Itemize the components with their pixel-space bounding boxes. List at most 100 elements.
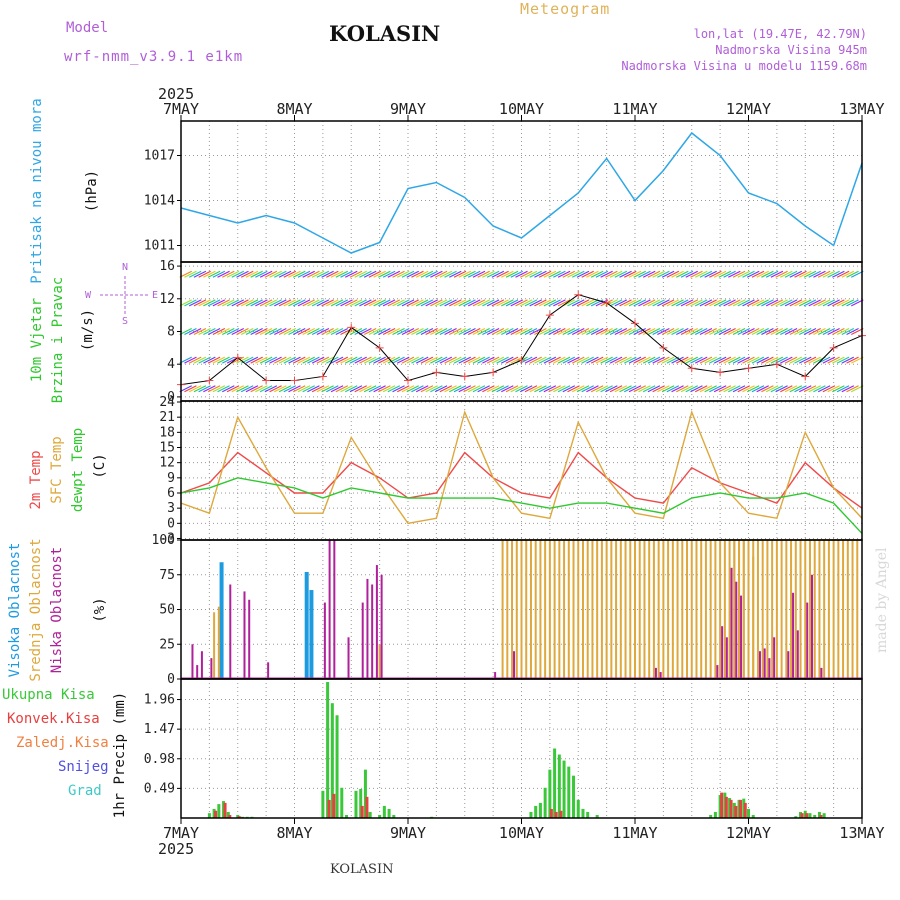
- wind-barb: [203, 270, 216, 278]
- wind-barb: [307, 385, 320, 393]
- wind-barb: [775, 356, 788, 364]
- wind-unit-label: (m/s): [80, 309, 96, 351]
- wind-barb: [713, 299, 727, 307]
- wind-barb: [832, 299, 845, 307]
- wind-barb: [798, 356, 812, 364]
- wind-barb: [699, 299, 713, 307]
- wind-barb: [397, 299, 410, 307]
- wind-gust-marker: [432, 368, 441, 377]
- wind-barb: [756, 270, 769, 278]
- wind-gust-marker: [631, 319, 639, 328]
- wind-barb: [576, 299, 590, 307]
- precip-bar: [576, 799, 580, 818]
- wind-barb: [794, 356, 807, 364]
- cloud-bar: [217, 606, 220, 679]
- wind-barb: [255, 299, 268, 307]
- cloud-bar: [832, 540, 835, 679]
- wind-barb: [307, 299, 320, 307]
- wind-barb: [685, 385, 699, 393]
- cloud-bar: [733, 540, 736, 679]
- wind-barb: [685, 356, 699, 364]
- wind-barb: [553, 270, 566, 278]
- precip-bar: [720, 792, 724, 818]
- wind-barb: [780, 356, 793, 364]
- wind-barb: [297, 385, 311, 393]
- wind-barb: [832, 385, 845, 393]
- wind-barb: [832, 356, 845, 364]
- temperature-ytick-label: 21: [159, 410, 175, 425]
- precip-legend-3: Snijeg: [58, 759, 109, 775]
- precip-bar: [223, 802, 227, 818]
- wind-barb: [562, 356, 576, 364]
- x-label-bottom: 12MAY: [726, 824, 771, 842]
- wind-barb: [444, 270, 457, 278]
- wind-barb: [742, 299, 755, 307]
- wind-barb: [524, 299, 538, 307]
- wind-barb: [657, 327, 670, 336]
- wind-barb: [817, 327, 831, 336]
- wind-barb: [198, 327, 211, 336]
- wind-gust-marker: [489, 368, 498, 377]
- wind-barb: [245, 385, 259, 393]
- wind-barb: [775, 299, 788, 307]
- wind-barb: [411, 270, 424, 278]
- wind-barb: [236, 356, 249, 364]
- model-label: Model: [66, 20, 109, 36]
- wind-barb: [789, 356, 803, 364]
- wind-barb: [501, 270, 514, 278]
- wind-barb: [789, 299, 803, 307]
- x-label-bottom: 13MAY: [839, 824, 884, 842]
- wind-barb: [780, 327, 793, 336]
- wind-barb: [321, 356, 334, 364]
- wind-barb: [609, 385, 623, 393]
- wind-barb: [387, 385, 401, 393]
- cloud-ytick-label: 25: [159, 637, 175, 652]
- wind-barb: [827, 356, 840, 364]
- cloud-bar: [544, 540, 547, 679]
- wind-barb: [340, 270, 353, 278]
- wind-barb: [203, 299, 216, 307]
- cloud-bar: [842, 540, 845, 679]
- wind-barb: [803, 327, 817, 336]
- wind-barb: [274, 385, 287, 393]
- wind-barb: [207, 327, 221, 336]
- wind-barb: [406, 299, 419, 307]
- wind-barb: [571, 385, 585, 393]
- wind-barb: [642, 327, 656, 336]
- wind-barb: [472, 299, 486, 307]
- wind-barb: [704, 270, 717, 278]
- wind-barb: [477, 356, 490, 364]
- precip-bar: [548, 769, 552, 818]
- wind-barb: [477, 299, 490, 307]
- wind-barb: [557, 270, 571, 278]
- wind-barb: [756, 385, 769, 393]
- cloud-bar: [378, 644, 381, 679]
- wind-barb: [515, 270, 528, 278]
- wind-barb: [746, 270, 760, 278]
- precip-bar: [800, 813, 804, 818]
- wind-barb: [387, 299, 401, 307]
- wind-barb: [411, 299, 424, 307]
- station-title: KOLASIN: [329, 21, 441, 46]
- cloud-bar: [558, 540, 561, 679]
- wind-barb: [676, 270, 689, 278]
- wind-barb: [732, 356, 746, 364]
- wind-barb: [278, 385, 292, 393]
- precip-bar: [538, 802, 542, 818]
- wind-barb: [425, 270, 438, 278]
- wind-barb: [836, 270, 850, 278]
- wind-barb: [794, 299, 807, 307]
- cloud-bar: [719, 540, 722, 679]
- wind-barb: [207, 385, 221, 393]
- wind-barb: [184, 385, 197, 393]
- cloud-bar: [347, 637, 350, 679]
- wind-barb: [671, 385, 684, 393]
- wind-axis-title-1: 10m Vjetar: [29, 298, 45, 382]
- wind-barb: [274, 327, 287, 336]
- wind-barb: [813, 385, 826, 393]
- cloud-bar: [513, 651, 516, 679]
- wind-barb: [411, 356, 424, 364]
- wind-barb: [595, 327, 609, 336]
- wind-barb: [652, 270, 665, 278]
